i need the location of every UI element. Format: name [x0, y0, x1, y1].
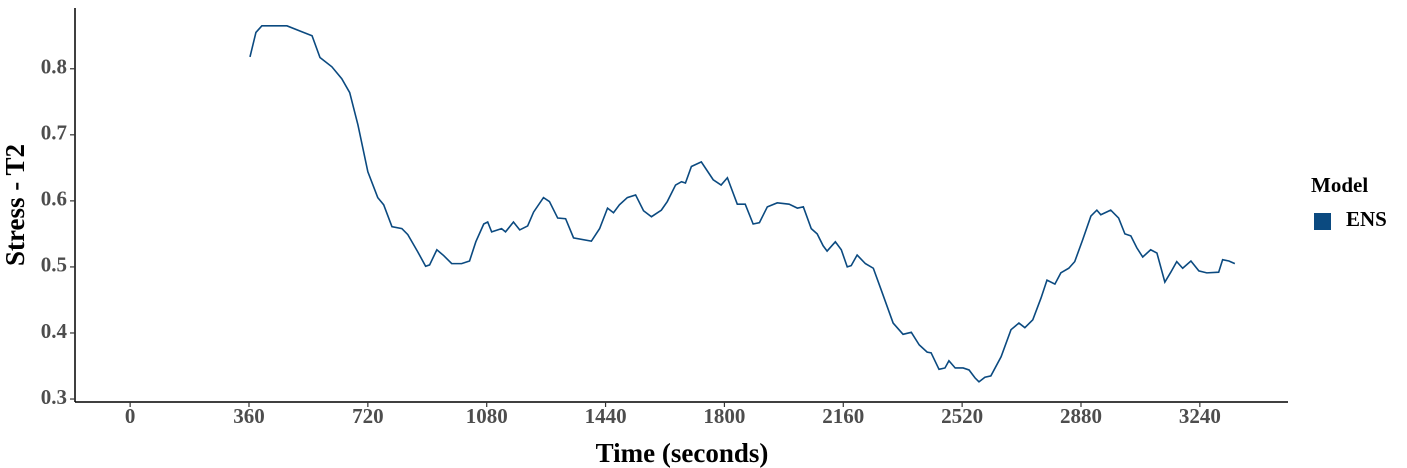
y-tick-label: 0.7	[41, 121, 67, 145]
x-tick-label: 360	[233, 404, 265, 428]
y-axis-title: Stress - T2	[0, 144, 30, 266]
x-tick-label: 2520	[941, 404, 983, 428]
y-tick-label: 0.5	[41, 253, 67, 277]
x-tick-label: 0	[125, 404, 136, 428]
x-tick-label: 1440	[585, 404, 627, 428]
y-tick-label: 0.4	[41, 319, 68, 343]
x-tick-label: 2880	[1060, 404, 1102, 428]
y-tick-label: 0.8	[41, 55, 67, 79]
legend-label: ENS	[1346, 207, 1387, 231]
x-tick-label: 1800	[703, 404, 745, 428]
legend-swatch	[1314, 213, 1331, 230]
line-series	[249, 25, 1236, 383]
legend-title: Model	[1311, 173, 1368, 197]
x-tick-label: 1080	[466, 404, 508, 428]
x-axis-title: Time (seconds)	[596, 438, 769, 468]
x-tick-label: 720	[352, 404, 384, 428]
x-tick-label: 2160	[822, 404, 864, 428]
y-tick-label: 0.3	[41, 385, 67, 409]
x-tick-label: 3240	[1179, 404, 1221, 428]
y-tick-label: 0.6	[41, 187, 67, 211]
